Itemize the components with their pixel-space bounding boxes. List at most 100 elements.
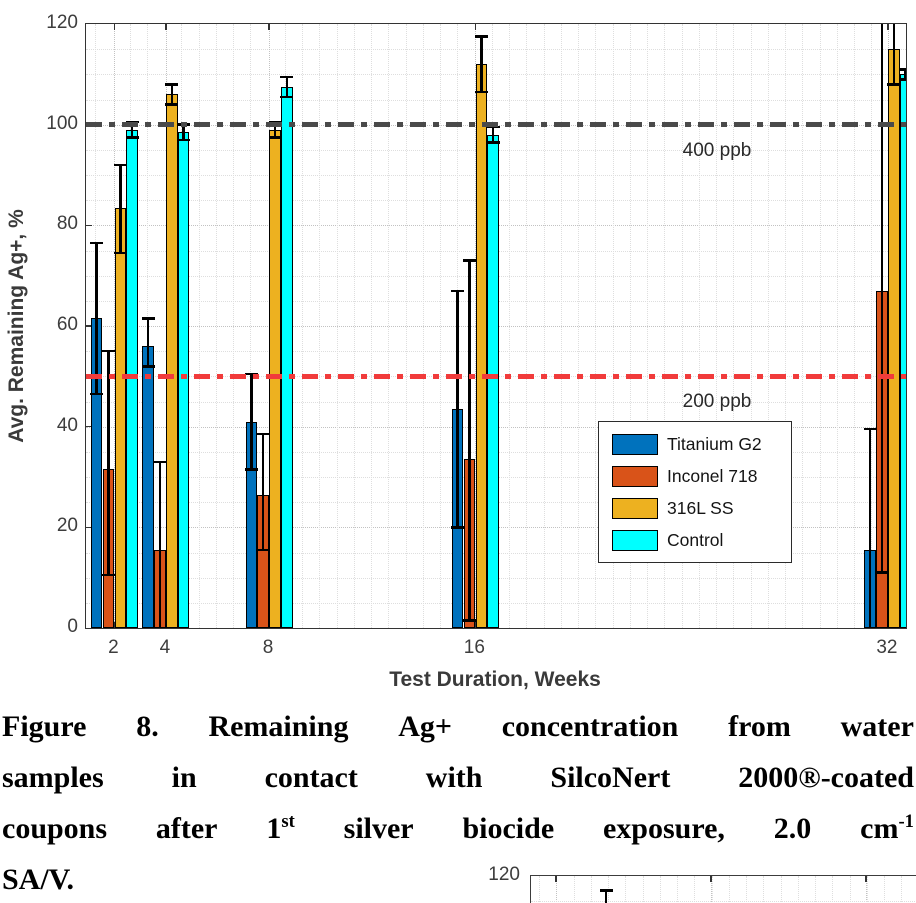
error-bar xyxy=(182,124,185,140)
minor-gridline-v xyxy=(526,24,528,628)
legend-swatch xyxy=(612,465,658,487)
fragment-x-tick xyxy=(865,876,867,882)
error-bar-cap-bottom xyxy=(280,95,294,99)
error-bar-cap-bottom xyxy=(141,365,155,368)
fragment-minor-gridline xyxy=(797,876,799,903)
fragment-minor-gridline xyxy=(763,876,765,903)
error-bar xyxy=(261,434,265,550)
caption-word: SilcoNert xyxy=(550,761,671,794)
minor-gridline-v xyxy=(388,24,390,628)
legend-swatch xyxy=(612,433,658,455)
error-bar-cap-top xyxy=(141,317,155,320)
legend-label: Inconel 718 xyxy=(667,465,758,486)
minor-gridline-v xyxy=(319,24,321,628)
caption-word: Figure xyxy=(2,710,87,743)
bar-control xyxy=(126,129,138,628)
minor-gridline-h xyxy=(86,49,906,51)
minor-gridline-h xyxy=(86,74,906,76)
x-axis-tick xyxy=(474,622,477,628)
x-axis-tick xyxy=(474,24,477,30)
error-bar-cap-bottom xyxy=(125,136,139,139)
fragment-minor-gridline xyxy=(694,876,696,903)
error-bar xyxy=(480,36,483,92)
y-tick-label: 40 xyxy=(56,414,78,436)
fragment-x-tick xyxy=(710,876,712,882)
fragment-minor-gridline xyxy=(832,876,834,903)
minor-gridline-v xyxy=(233,24,234,628)
fragment-minor-gridline xyxy=(677,876,678,903)
x-tick-label: 8 xyxy=(262,637,274,658)
y-tick-label: 80 xyxy=(56,213,78,235)
error-bar-cap-top xyxy=(256,432,270,436)
minor-gridline-v xyxy=(405,24,407,628)
fragment-minor-gridline xyxy=(625,876,627,903)
y-axis-tick xyxy=(86,325,92,327)
caption-line: SA/V. xyxy=(2,854,914,903)
error-bar xyxy=(456,290,459,528)
error-bar xyxy=(868,429,872,628)
error-bar xyxy=(285,76,289,97)
error-bar xyxy=(170,84,174,105)
fragment-minor-gridline xyxy=(539,876,540,903)
error-bar-cap-top xyxy=(125,120,139,124)
bar-316l-ss xyxy=(166,94,178,628)
caption-word: 2000®-coated xyxy=(738,761,914,794)
minor-gridline-v xyxy=(353,24,355,628)
bar-316l-ss xyxy=(114,207,126,628)
error-bar-cap-top xyxy=(462,259,476,262)
caption-word: samples xyxy=(2,761,104,794)
error-bar xyxy=(273,122,277,138)
x-axis-title: Test Duration, Weeks xyxy=(389,668,601,691)
y-tick-label: 120 xyxy=(46,12,78,33)
caption-line: Figure 8. Remaining Ag+ concentration from wat… xyxy=(2,701,914,752)
error-bar-cap-top xyxy=(244,372,258,376)
bar-316l-ss xyxy=(475,64,487,628)
bar-control xyxy=(178,132,190,628)
error-bar-cap-top xyxy=(486,125,500,129)
fragment-minor-gridline-h xyxy=(531,901,916,902)
minor-gridline-v xyxy=(543,24,545,628)
minor-gridline-v xyxy=(336,24,338,628)
fragment-minor-gridline xyxy=(659,876,661,903)
bar-control xyxy=(487,134,499,628)
caption-word: concentration xyxy=(501,710,679,743)
caption-word: 1st xyxy=(266,811,295,845)
legend-entry: Inconel 718 xyxy=(612,465,791,487)
caption-word: from xyxy=(728,710,791,743)
error-bar-cap-top xyxy=(451,289,465,293)
minor-gridline-v xyxy=(371,24,372,628)
x-axis-tick xyxy=(165,622,167,628)
error-bar-cap-bottom xyxy=(256,548,270,552)
bar-316l-ss xyxy=(888,49,900,628)
caption-word: exposure, xyxy=(602,812,725,845)
error-bar-cap-top xyxy=(101,349,115,353)
caption-word: biocide xyxy=(462,812,555,845)
x-tick-label: 32 xyxy=(876,637,898,658)
minor-gridline-v xyxy=(578,24,579,628)
y-axis-tick xyxy=(86,425,92,428)
fragment-minor-gridline xyxy=(815,876,816,903)
x-axis-tick xyxy=(887,622,889,628)
caption-line: samples in contact with SilcoNert 2000®-coate… xyxy=(2,752,914,803)
legend-label: Control xyxy=(667,529,724,550)
caption-word: after xyxy=(155,812,218,845)
error-bar-cap-top xyxy=(474,35,488,38)
caption-line: coupons after 1st silver biocide exposure, 2.0… xyxy=(2,803,914,854)
caption-word: 2.0 xyxy=(773,812,812,845)
legend: Titanium G2 Inconel 718 316L SS Control xyxy=(598,421,792,563)
caption-word: silver xyxy=(343,812,414,845)
reference-line-100 xyxy=(86,122,906,128)
fragment-minor-gridline xyxy=(573,876,575,903)
minor-gridline-v xyxy=(560,24,562,628)
minor-gridline-v xyxy=(836,24,838,628)
minor-gridline-v xyxy=(215,24,217,628)
x-tick-label: 2 xyxy=(108,637,119,658)
fragment-error-bar xyxy=(604,889,608,903)
error-bar xyxy=(892,24,896,85)
y-axis-tick xyxy=(86,224,92,227)
legend-swatch xyxy=(612,497,658,519)
error-bar-cap-bottom xyxy=(113,251,127,255)
x-tick-label: 16 xyxy=(463,637,485,658)
next-figure-plot-fragment xyxy=(530,875,916,903)
y-tick-label: 100 xyxy=(46,112,78,134)
